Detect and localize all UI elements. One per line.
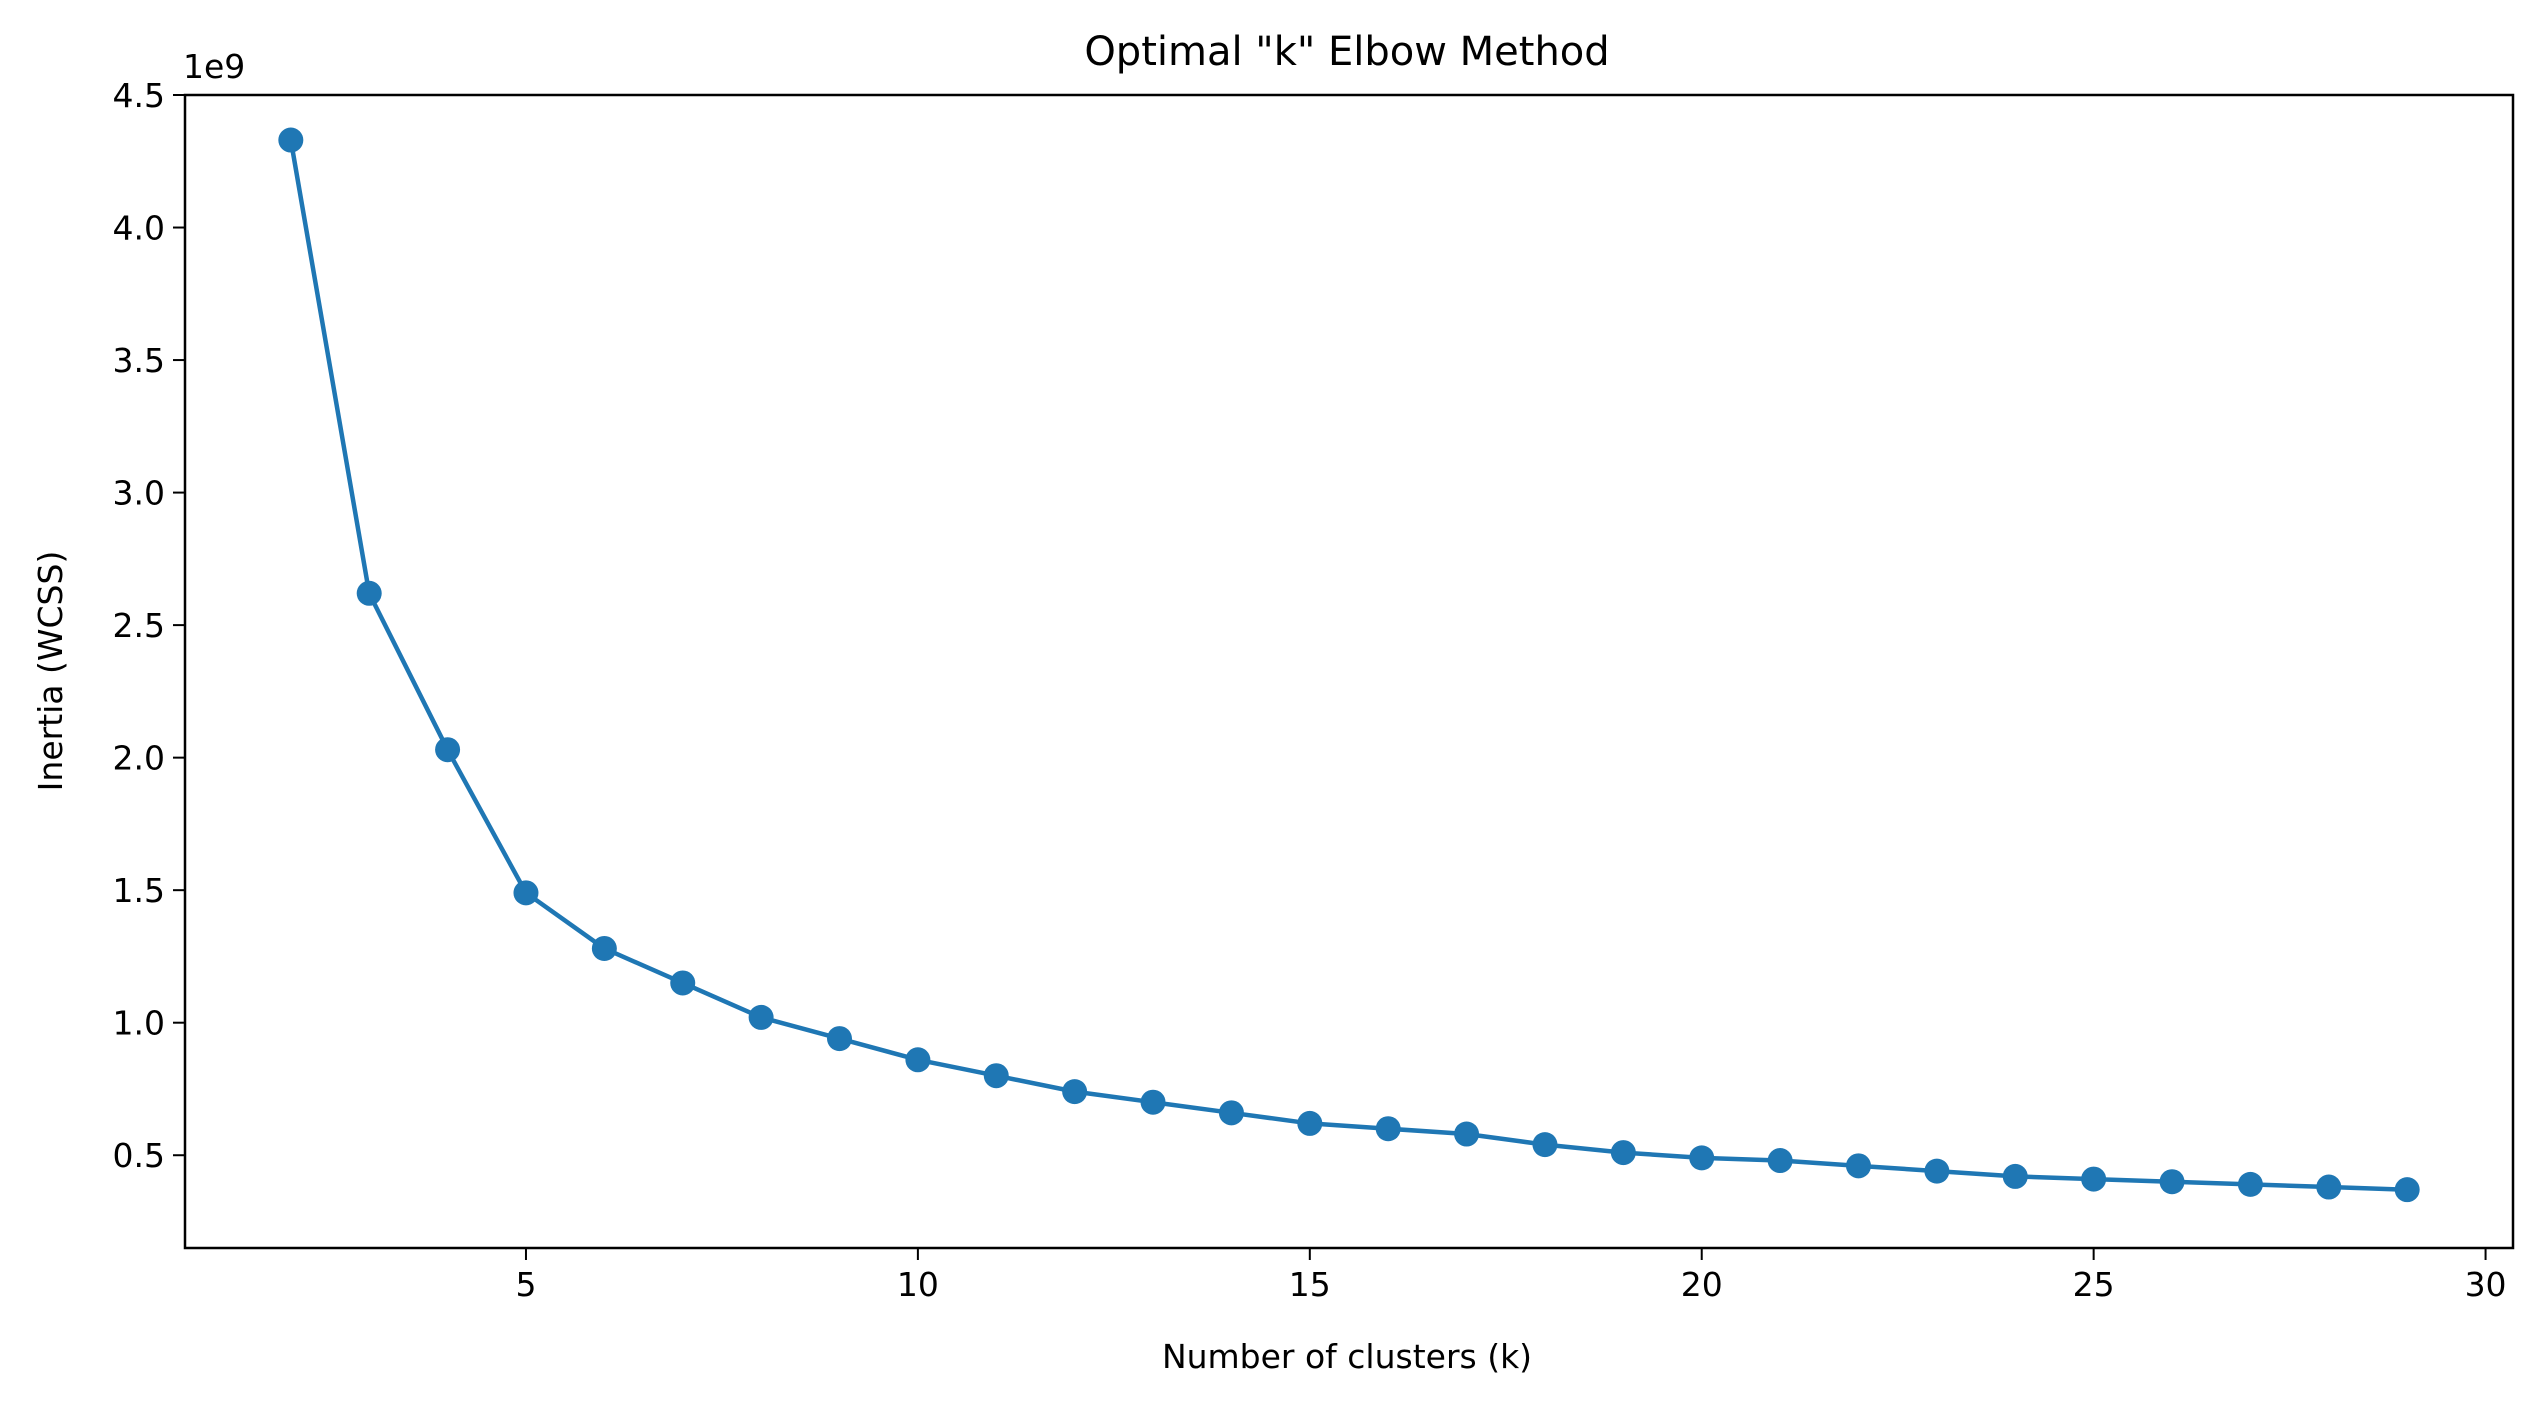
y-tick-label: 1.0 (113, 1004, 165, 1043)
data-point (591, 935, 617, 961)
data-point (2002, 1163, 2028, 1189)
data-point (2081, 1166, 2107, 1192)
data-point (1532, 1132, 1558, 1158)
plot-area (278, 127, 2420, 1203)
data-point (435, 737, 461, 763)
x-tick-label: 15 (1289, 1265, 1331, 1304)
data-point (748, 1004, 774, 1030)
data-point (278, 127, 304, 153)
y-tick-label: 2.0 (113, 739, 165, 778)
x-tick-label: 30 (2465, 1265, 2507, 1304)
data-point (905, 1047, 931, 1073)
y-tick-label: 3.5 (113, 341, 165, 380)
y-tick-label: 2.5 (113, 606, 165, 645)
data-point (1454, 1121, 1480, 1147)
data-point (1140, 1089, 1166, 1115)
y-tick-label: 0.5 (113, 1136, 165, 1175)
y-tick-label: 1.5 (113, 871, 165, 910)
data-point (1767, 1148, 1793, 1174)
series-line (288, 139, 2408, 1192)
chart-title: Optimal "k" Elbow Method (1084, 29, 1609, 75)
x-axis: 5 10 15 20 25 30 (515, 1248, 2507, 1304)
data-point (513, 880, 539, 906)
data-point (1610, 1140, 1636, 1166)
data-point (670, 970, 696, 996)
data-point (827, 1026, 853, 1052)
data-point (1375, 1116, 1401, 1142)
data-point (2316, 1174, 2342, 1200)
y-axis-label: Inertia (WCSS) (31, 551, 70, 792)
data-point (2159, 1169, 2185, 1195)
y-tick-label: 3.0 (113, 474, 165, 513)
data-point (356, 580, 382, 606)
data-point (2237, 1171, 2263, 1197)
data-point (1689, 1145, 1715, 1171)
x-tick-label: 5 (515, 1265, 536, 1304)
y-tick-label: 4.0 (113, 209, 165, 248)
data-point (1924, 1158, 1950, 1184)
x-tick-label: 25 (2073, 1265, 2115, 1304)
data-point (1218, 1100, 1244, 1126)
x-axis-label: Number of clusters (k) (1162, 1337, 1532, 1376)
x-tick-label: 10 (897, 1265, 939, 1304)
y-axis: 0.5 1.0 1.5 2.0 2.5 3.0 3.5 4.0 4.5 (113, 76, 185, 1175)
y-axis-offset-label: 1e9 (183, 47, 245, 86)
data-point (983, 1063, 1009, 1089)
data-point (1062, 1079, 1088, 1105)
data-point (2394, 1177, 2420, 1203)
data-point (1297, 1110, 1323, 1136)
plot-frame (183, 93, 2515, 1250)
x-tick-label: 20 (1681, 1265, 1723, 1304)
y-tick-label: 4.5 (113, 76, 165, 115)
data-point (1845, 1153, 1871, 1179)
